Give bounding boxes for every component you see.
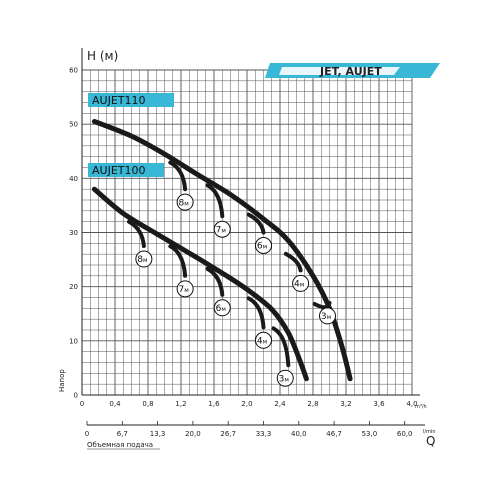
depth-label: 6м xyxy=(255,237,272,254)
title-banner: JET, AUJET xyxy=(265,63,440,78)
x-tick-label: 2,8 xyxy=(307,400,318,408)
secondary-tick-label: 60,0 xyxy=(397,430,413,438)
secondary-axis-title: Объемная подача xyxy=(87,441,153,449)
y-tick-label: 0 xyxy=(74,392,78,400)
depth-label: 3м xyxy=(319,307,336,325)
labels: JET, AUJET 8м 7м 6м 4м 3м AUJET110 8м 7м 6м 4м 3м AU… xyxy=(88,63,440,387)
depth-branch-curve xyxy=(312,300,332,310)
depth-label: 7м xyxy=(176,280,194,298)
depth-label-circle xyxy=(292,274,310,292)
depth-label: 7м xyxy=(213,220,231,238)
depth-branch-curve xyxy=(127,219,146,248)
secondary-tick-label: 20,0 xyxy=(185,430,201,438)
depth-label-text: 3м xyxy=(321,312,331,322)
depth-label: 6м xyxy=(213,299,231,317)
secondary-tick-label: 46,7 xyxy=(326,430,342,438)
series-name-background xyxy=(88,163,164,177)
series-name-background xyxy=(88,93,174,107)
series-name-box: AUJET100 xyxy=(88,163,164,177)
depth-label-text: 6м xyxy=(257,242,267,252)
depth-branch-curve xyxy=(283,251,303,273)
series-name-label: AUJET100 xyxy=(92,164,146,177)
depth-label-text: 8м xyxy=(178,198,188,208)
series-aujet100 xyxy=(91,186,309,382)
y-tick-label: 20 xyxy=(69,283,78,291)
secondary-tick-label: 0 xyxy=(85,430,89,438)
secondary-tick-label: 40,0 xyxy=(291,430,307,438)
depth-label: 4м xyxy=(292,274,310,292)
depth-label: 8м xyxy=(176,193,194,211)
y-tick-label: 60 xyxy=(69,67,78,75)
y-tick-label: 30 xyxy=(69,229,78,237)
x-tick-label: 0,4 xyxy=(109,400,121,408)
y-tick-label: 40 xyxy=(69,175,78,183)
secondary-tick-label: 6,7 xyxy=(117,430,128,438)
depth-label-circle xyxy=(176,280,194,298)
secondary-tick-label: 13,3 xyxy=(150,430,166,438)
depth-label-text: 7м xyxy=(216,225,226,235)
banner-title: JET, AUJET xyxy=(319,65,382,78)
series-name-box: AUJET110 xyxy=(88,93,174,107)
x-tick-label: 1,2 xyxy=(175,400,186,408)
depth-label-circle xyxy=(276,369,294,387)
grid xyxy=(81,69,413,396)
depth-branch-curve xyxy=(205,183,225,219)
depth-branch-curve xyxy=(168,244,188,278)
axes: 0 10 20 30 40 50 60 H (м) 0 0,4 0,8 1,2 1,6 2,0 2,4 2,8… xyxy=(58,48,436,450)
secondary-tick-label: 33,3 xyxy=(256,430,272,438)
depth-label: 3м xyxy=(276,369,294,387)
depth-label-circle xyxy=(319,307,336,325)
depth-label: 8м xyxy=(135,250,153,268)
x-tick-label: 4,0 xyxy=(406,400,417,408)
depth-label-text: 8м xyxy=(137,255,147,265)
depth-label-circle xyxy=(213,220,231,238)
performance-curve xyxy=(91,186,309,382)
depth-branch-curve xyxy=(246,212,266,235)
y-axis-label: H (м) xyxy=(87,49,118,63)
depth-label-text: 6м xyxy=(216,304,226,314)
depth-label-circle xyxy=(135,250,153,268)
depth-label: 4м xyxy=(255,331,272,349)
depth-label-circle xyxy=(255,331,272,349)
x-unit-label: m³/h xyxy=(415,404,427,410)
x-tick-label: 0,8 xyxy=(142,400,153,408)
depth-branch-curve xyxy=(168,160,188,192)
depth-label-text: 4м xyxy=(294,280,304,290)
x-tick-label: 3,2 xyxy=(340,400,351,408)
vertical-axis-title: Напор xyxy=(58,369,66,392)
depth-label-circle xyxy=(176,193,194,211)
secondary-axis-label: Q xyxy=(426,434,435,448)
y-tick-label: 50 xyxy=(69,121,78,129)
depth-branch-curve xyxy=(271,326,291,368)
depth-label-circle xyxy=(213,299,231,317)
depth-label-text: 4м xyxy=(257,336,267,346)
secondary-unit-label: l/min xyxy=(423,429,436,435)
banner-inner xyxy=(279,67,400,75)
depth-label-text: 3м xyxy=(279,374,289,384)
x-tick-label: 2,4 xyxy=(274,400,286,408)
x-tick-label: 3,6 xyxy=(373,400,385,408)
depth-label-text: 7м xyxy=(178,285,188,295)
x-tick-label: 1,6 xyxy=(208,400,220,408)
depth-branch-curve xyxy=(246,296,266,330)
x-tick-label: 2,0 xyxy=(241,400,252,408)
depth-label-circle xyxy=(255,237,272,254)
secondary-tick-label: 53,0 xyxy=(362,430,378,438)
depth-branch-curve xyxy=(205,266,225,297)
secondary-tick-label: 26,7 xyxy=(220,430,236,438)
y-tick-label: 10 xyxy=(69,337,78,345)
series-name-label: AUJET110 xyxy=(92,94,146,107)
x-tick-label: 0 xyxy=(80,400,84,408)
